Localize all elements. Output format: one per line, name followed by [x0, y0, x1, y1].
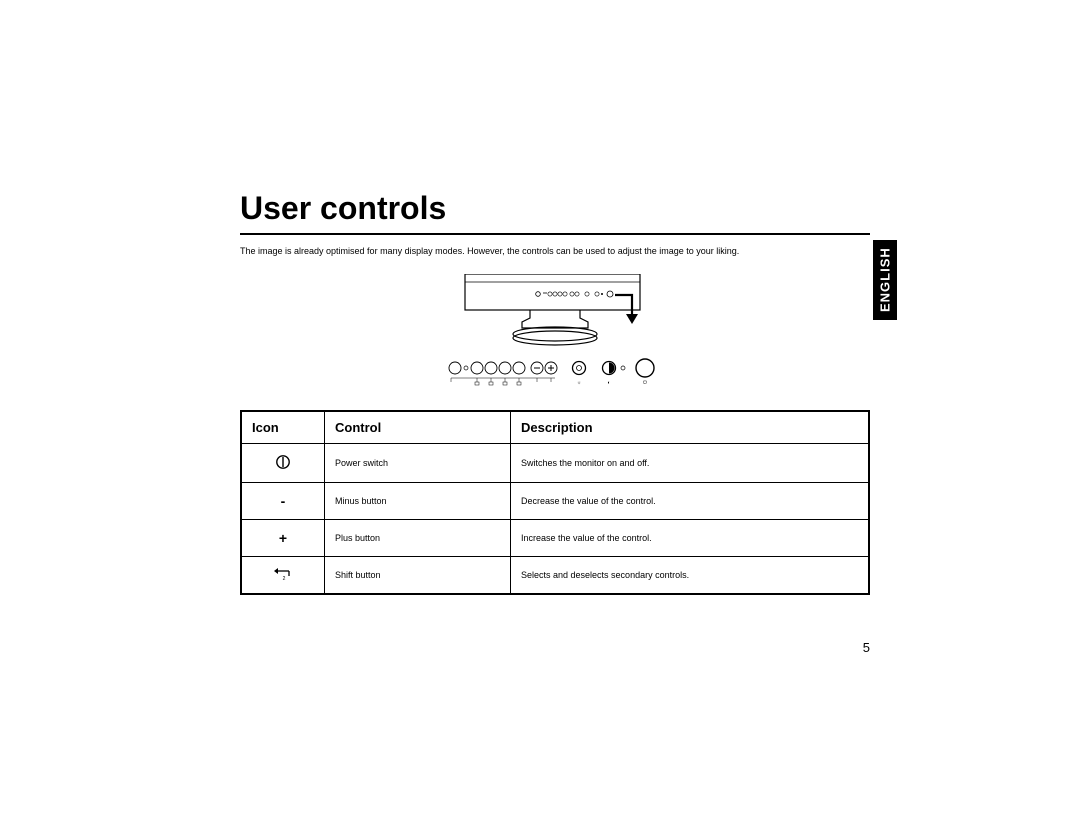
- intro-text: The image is already optimised for many …: [240, 245, 870, 258]
- control-label: Shift button: [325, 556, 511, 594]
- svg-text:⏻: ⏻: [643, 380, 647, 386]
- language-tab: ENGLISH: [873, 240, 897, 320]
- svg-text:2: 2: [283, 576, 286, 581]
- minus-icon: -: [241, 482, 325, 519]
- control-label: Minus button: [325, 482, 511, 519]
- figure-area: ☼ ◐ ⏻: [240, 274, 870, 390]
- control-description: Increase the value of the control.: [511, 519, 870, 556]
- control-description: Selects and deselects secondary controls…: [511, 556, 870, 594]
- title-rule: [240, 233, 870, 235]
- table-row: 2 Shift button Selects and deselects sec…: [241, 556, 869, 594]
- table-row: Power switch Switches the monitor on and…: [241, 443, 869, 482]
- controls-table: Icon Control Description Power switch Sw…: [240, 410, 870, 595]
- control-panel-illustration: ☼ ◐ ⏻: [445, 356, 665, 390]
- control-description: Decrease the value of the control.: [511, 482, 870, 519]
- plus-icon: +: [241, 519, 325, 556]
- page-number: 5: [240, 640, 870, 655]
- table-row: + Plus button Increase the value of the …: [241, 519, 869, 556]
- control-description: Switches the monitor on and off.: [511, 443, 870, 482]
- header-description: Description: [511, 411, 870, 444]
- page-title: User controls: [240, 190, 870, 227]
- power-icon: [241, 443, 325, 482]
- control-label: Power switch: [325, 443, 511, 482]
- table-row: - Minus button Decrease the value of the…: [241, 482, 869, 519]
- header-icon: Icon: [241, 411, 325, 444]
- svg-text:☼: ☼: [577, 380, 582, 386]
- header-control: Control: [325, 411, 511, 444]
- shift-icon: 2: [241, 556, 325, 594]
- monitor-illustration: [460, 274, 650, 346]
- control-label: Plus button: [325, 519, 511, 556]
- svg-text:◐: ◐: [607, 380, 610, 386]
- table-header-row: Icon Control Description: [241, 411, 869, 444]
